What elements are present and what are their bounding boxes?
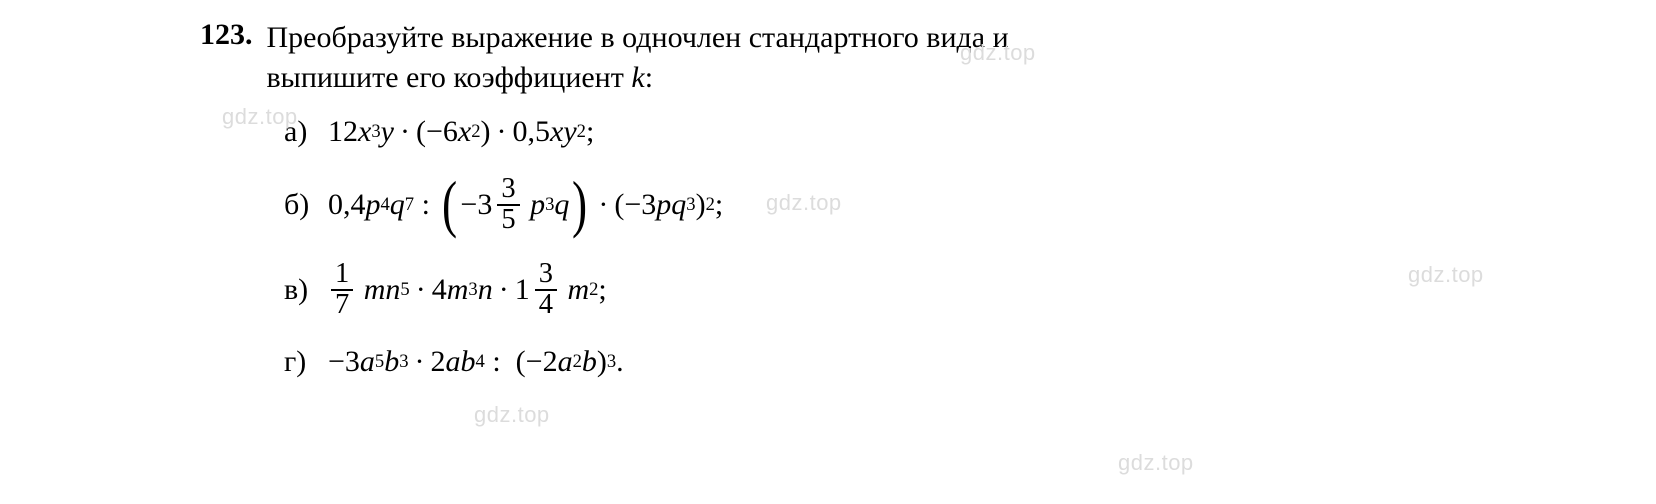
paren-right-icon: ) (572, 179, 587, 229)
expr-a: 12x3y · (−6x2) · 0,5xy2; (328, 115, 594, 149)
expr-v: 17 mn5 · 4m3n · 134 m2; (328, 260, 607, 319)
colon: : (645, 61, 653, 94)
item-g: г) −3a5b3 · 2ab4 : (−2a2b)3. (284, 345, 1596, 379)
item-label-g: г) (284, 345, 328, 379)
fraction: 17 (331, 260, 353, 319)
item-v: в) 17 mn5 · 4m3n · 134 m2; (284, 260, 1596, 319)
a-t3-var: xy (550, 115, 577, 149)
a-semi: ; (586, 115, 594, 149)
v-t2-v1: m (447, 273, 469, 307)
problem-number: 123. (200, 18, 253, 52)
statement-line1: Преобразуйте выражение в одночлен станда… (267, 21, 1009, 54)
v-t3-whole: 1 (515, 273, 530, 307)
dot-icon: · (410, 273, 432, 307)
b-t3-v1: pq (656, 188, 686, 222)
v-mixed: 134 (515, 260, 560, 319)
g-t1-v2: b (384, 345, 399, 379)
watermark: gdz.top (474, 402, 550, 428)
v-t1-num: 1 (331, 260, 353, 291)
v-t1-den: 7 (331, 291, 353, 320)
watermark: gdz.top (1118, 450, 1194, 476)
paren-left-icon: ( (442, 179, 457, 229)
g-t3-v2: b (582, 345, 597, 379)
b-t2-v2: q (554, 188, 569, 222)
g-div: : (492, 345, 500, 379)
v-t2-coef: 4 (432, 273, 447, 307)
b-div: : (422, 188, 430, 222)
fraction: 34 (535, 260, 557, 319)
dot-icon: · (409, 345, 431, 379)
b-t2-sign: − (460, 188, 477, 222)
a-t2-var: x (458, 115, 471, 149)
a-t3-coef: 0,5 (513, 115, 551, 149)
g-t2-v1: ab (446, 345, 476, 379)
v-t2-v2: n (478, 273, 493, 307)
problem-statement: Преобразуйте выражение в одночлен станда… (267, 18, 1009, 97)
g-t3-sign: −2 (526, 345, 558, 379)
expr-b: 0,4p4q7 : ( −335 p3q ) · (−3pq3)2; (328, 175, 723, 234)
statement-line2: выпишите его коэффициент (267, 61, 632, 94)
b-semi: ; (715, 188, 723, 222)
dot-icon: · (493, 273, 515, 307)
g-t2-coef: 2 (431, 345, 446, 379)
v-t3-v: m (567, 273, 589, 307)
b-t1-v1: p (366, 188, 381, 222)
v-t3-num: 3 (535, 260, 557, 291)
b-mixed-num: 3 (497, 175, 519, 206)
items-list: а) 12x3y · (−6x2) · 0,5xy2; б) 0,4p4q7 :… (284, 115, 1596, 379)
coef-var: k (631, 61, 644, 94)
g-t3-v1: a (558, 345, 573, 379)
b-t3-sign: −3 (624, 188, 656, 222)
dot-icon: · (592, 188, 614, 222)
a-t2-sign: −6 (426, 115, 458, 149)
a-t1-coef: 12 (328, 115, 358, 149)
item-label-v: в) (284, 273, 328, 307)
b-mixed: 335 (477, 175, 522, 234)
b-t1-v2: q (390, 188, 405, 222)
b-mixed-den: 5 (497, 206, 519, 235)
v-semi: ; (598, 273, 606, 307)
big-paren: ( −335 p3q ) (439, 175, 590, 234)
fraction: 35 (497, 175, 519, 234)
b-mixed-whole: 3 (477, 188, 492, 222)
a-t1-var: x (358, 115, 371, 149)
item-a: а) 12x3y · (−6x2) · 0,5xy2; (284, 115, 1596, 149)
v-t3-den: 4 (535, 291, 557, 320)
expr-g: −3a5b3 · 2ab4 : (−2a2b)3. (328, 345, 624, 379)
g-period: . (616, 345, 624, 379)
g-t1-v1: a (360, 345, 375, 379)
dot-icon: · (491, 115, 513, 149)
problem-header: 123. Преобразуйте выражение в одночлен с… (200, 18, 1596, 97)
item-label-a: а) (284, 115, 328, 149)
item-b: б) 0,4p4q7 : ( −335 p3q ) · (−3pq3)2; (284, 175, 1596, 234)
b-t1-coef: 0,4 (328, 188, 366, 222)
v-t1-v1: mn (364, 273, 401, 307)
b-t2-v1: p (530, 188, 545, 222)
dot-icon: · (394, 115, 416, 149)
g-t1-sign: −3 (328, 345, 360, 379)
a-t1-var2: y (381, 115, 394, 149)
item-label-b: б) (284, 188, 328, 222)
